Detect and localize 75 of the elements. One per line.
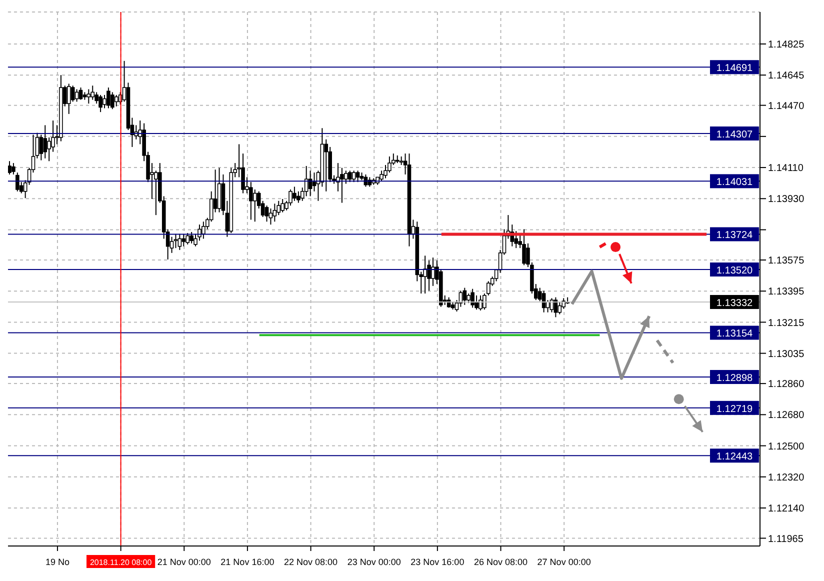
candlestick <box>264 205 269 222</box>
candlestick <box>431 257 435 286</box>
candlestick <box>296 190 300 204</box>
ref-line-label: 1.13724 <box>716 230 754 242</box>
y-tick-label: 1.12680 <box>768 410 805 422</box>
x-tick-label: 26 Nov 08:00 <box>474 557 528 567</box>
candlestick <box>12 162 16 175</box>
candlestick <box>190 231 194 244</box>
x-tick-label: 22 Nov 08:00 <box>284 557 338 567</box>
ref-line-label: 1.14031 <box>716 177 754 188</box>
candlestick <box>74 88 79 102</box>
x-tick-label: 19 No <box>45 557 70 567</box>
candlestick <box>478 294 482 311</box>
candlestick <box>252 188 257 222</box>
y-tick-label: 1.13395 <box>768 286 805 298</box>
ref-line-label: 1.12443 <box>716 452 754 463</box>
candlestick <box>102 94 106 109</box>
candlestick <box>114 94 118 107</box>
candlestick <box>86 88 91 104</box>
x-tick-label: 23 Nov 16:00 <box>410 557 464 567</box>
x-tick-label: 27 Nov 00:00 <box>537 557 591 567</box>
y-tick-label: 1.14825 <box>768 40 805 51</box>
x-tick-label: 2018.11.20 08:00 <box>90 558 152 567</box>
y-tick-label: 1.14110 <box>768 163 804 174</box>
candlestick <box>348 170 352 183</box>
candlestick <box>98 94 102 113</box>
candlestick <box>324 138 328 192</box>
ref-line-label: 1.13332 <box>716 298 754 309</box>
candlestick <box>462 287 467 306</box>
candlestick <box>522 228 526 266</box>
y-tick-label: 1.12140 <box>768 504 805 515</box>
y-tick-label: 1.14645 <box>768 70 805 82</box>
candlestick <box>470 288 474 308</box>
candlestick <box>356 170 360 183</box>
x-tick-label: 23 Nov 00:00 <box>347 557 401 567</box>
x-tick-label: 21 Nov 16:00 <box>220 557 274 567</box>
candlestick <box>70 85 75 102</box>
candlestick <box>43 124 48 159</box>
candlestick <box>288 188 292 206</box>
candlestick <box>178 233 182 250</box>
candlestick <box>340 167 344 204</box>
candlestick <box>110 92 114 110</box>
y-tick-label: 1.12320 <box>768 472 805 484</box>
candlestick <box>8 160 12 175</box>
candlestick <box>182 233 186 247</box>
candlestick <box>186 232 190 245</box>
ref-line-label: 1.13154 <box>716 328 754 340</box>
candlestick <box>558 301 562 315</box>
candlestick <box>106 87 110 109</box>
y-tick-label: 1.12500 <box>768 441 805 452</box>
candlestick <box>78 87 83 100</box>
candlestick <box>16 172 20 192</box>
candlestick <box>272 203 277 222</box>
y-tick-label: 1.13215 <box>768 318 805 329</box>
ref-line-label: 1.14691 <box>716 63 754 74</box>
candlestick <box>66 83 71 114</box>
candlestick <box>174 233 178 249</box>
y-tick-label: 1.13035 <box>768 348 805 360</box>
candlestick <box>466 293 471 304</box>
candlestick <box>202 221 206 240</box>
y-tick-label: 1.13575 <box>768 256 805 267</box>
y-tick-label: 1.14470 <box>768 100 805 112</box>
y-tick-label: 1.13930 <box>768 194 805 206</box>
ref-line-label: 1.14307 <box>716 129 754 140</box>
ref-line-label: 1.13520 <box>716 265 754 276</box>
ref-line-label: 1.12719 <box>716 404 754 415</box>
y-tick-label: 1.11965 <box>768 534 804 545</box>
x-tick-label: 21 Nov 00:00 <box>157 557 211 567</box>
ref-line-label: 1.12898 <box>716 372 754 384</box>
candlestick <box>90 85 95 100</box>
candlestick <box>280 198 284 213</box>
y-tick-label: 1.12860 <box>768 379 805 390</box>
candlestick <box>423 255 427 294</box>
candlestick <box>352 170 356 183</box>
candlestick <box>292 186 296 202</box>
